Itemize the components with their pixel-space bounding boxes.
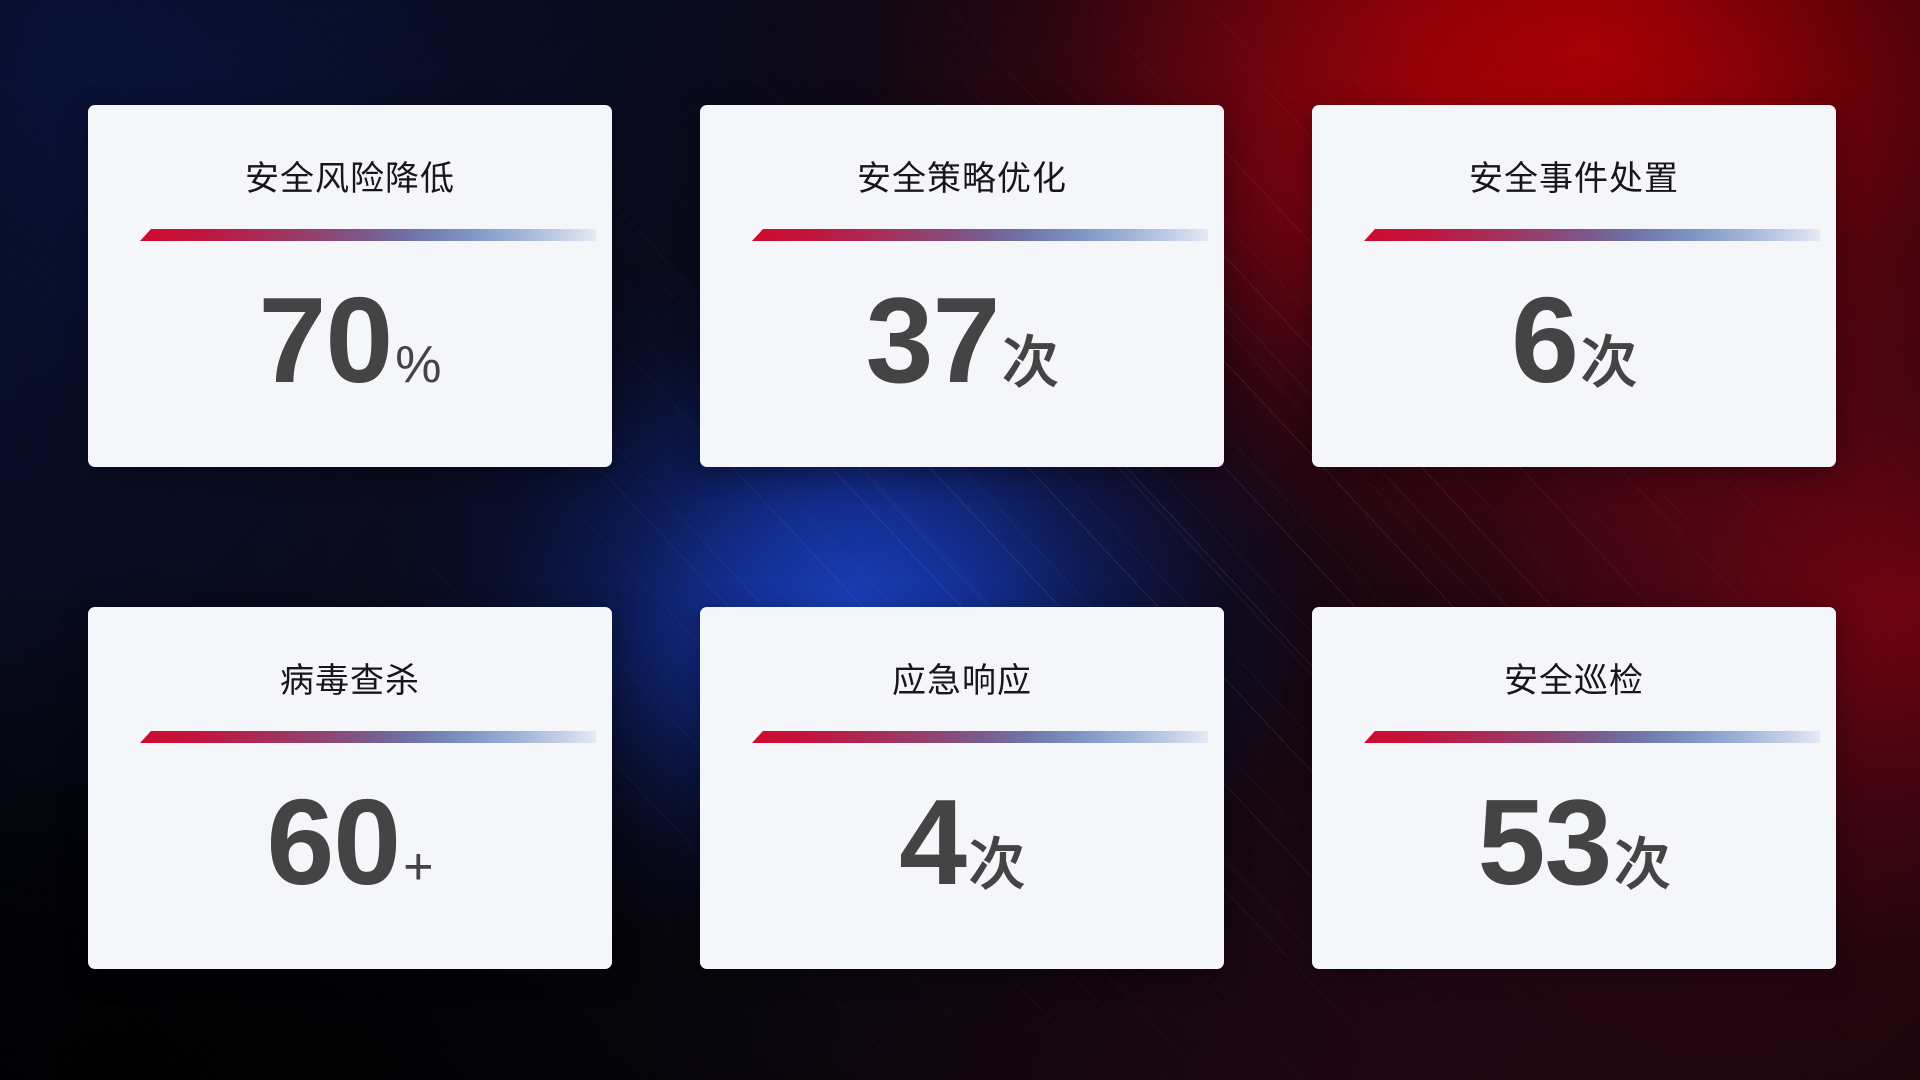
- stat-value-number: 60: [266, 774, 401, 910]
- stat-value-number: 70: [258, 272, 394, 408]
- stat-card-security-risk-reduction[interactable]: 安全风险降低 70%: [88, 105, 612, 467]
- stat-card-title: 病毒查杀: [280, 662, 420, 700]
- stat-card-value: 70%: [88, 279, 612, 401]
- stat-card-grid: 安全风险降低 70% 安全策略优化 37 次安全事件处置 6 次病毒查杀 60 + 应急响应 4 次安…: [88, 105, 1836, 975]
- stat-value-suffix: 次: [1580, 331, 1637, 394]
- stat-value-suffix: +: [403, 838, 434, 896]
- stat-value-suffix: 次: [968, 833, 1025, 896]
- gradient-divider-bar: [140, 731, 596, 743]
- stat-card-title: 安全风险降低: [245, 160, 455, 198]
- stat-card-title: 安全事件处置: [1469, 160, 1679, 198]
- stat-card-title: 安全策略优化: [857, 160, 1067, 198]
- gradient-divider-bar: [1364, 229, 1820, 241]
- stat-card-virus-scan-removal[interactable]: 病毒查杀 60 +: [88, 607, 612, 969]
- stat-value-number: 53: [1477, 774, 1613, 910]
- gradient-divider-bar: [1364, 731, 1820, 743]
- stat-card-security-inspection[interactable]: 安全巡检 53 次: [1312, 607, 1836, 969]
- stat-card-title: 应急响应: [892, 662, 1032, 700]
- stat-value-number: 37: [865, 272, 1001, 408]
- stat-card-emergency-response[interactable]: 应急响应 4 次: [700, 607, 1224, 969]
- gradient-divider-bar: [752, 731, 1208, 743]
- gradient-divider-bar: [140, 229, 596, 241]
- stat-card-value: 37 次: [700, 279, 1224, 401]
- stat-card-title: 安全巡检: [1504, 662, 1644, 700]
- stat-value-suffix: %: [395, 336, 442, 394]
- gradient-divider-bar: [752, 229, 1208, 241]
- stat-card-value: 53 次: [1312, 781, 1836, 903]
- stat-card-security-policy-optimization[interactable]: 安全策略优化 37 次: [700, 105, 1224, 467]
- stat-value-suffix: 次: [1002, 331, 1059, 394]
- stat-card-security-incident-handling[interactable]: 安全事件处置 6 次: [1312, 105, 1836, 467]
- stat-value-number: 4: [899, 774, 967, 910]
- stat-card-value: 60 +: [88, 781, 612, 903]
- stat-value-suffix: 次: [1614, 833, 1671, 896]
- stat-value-number: 6: [1511, 272, 1579, 408]
